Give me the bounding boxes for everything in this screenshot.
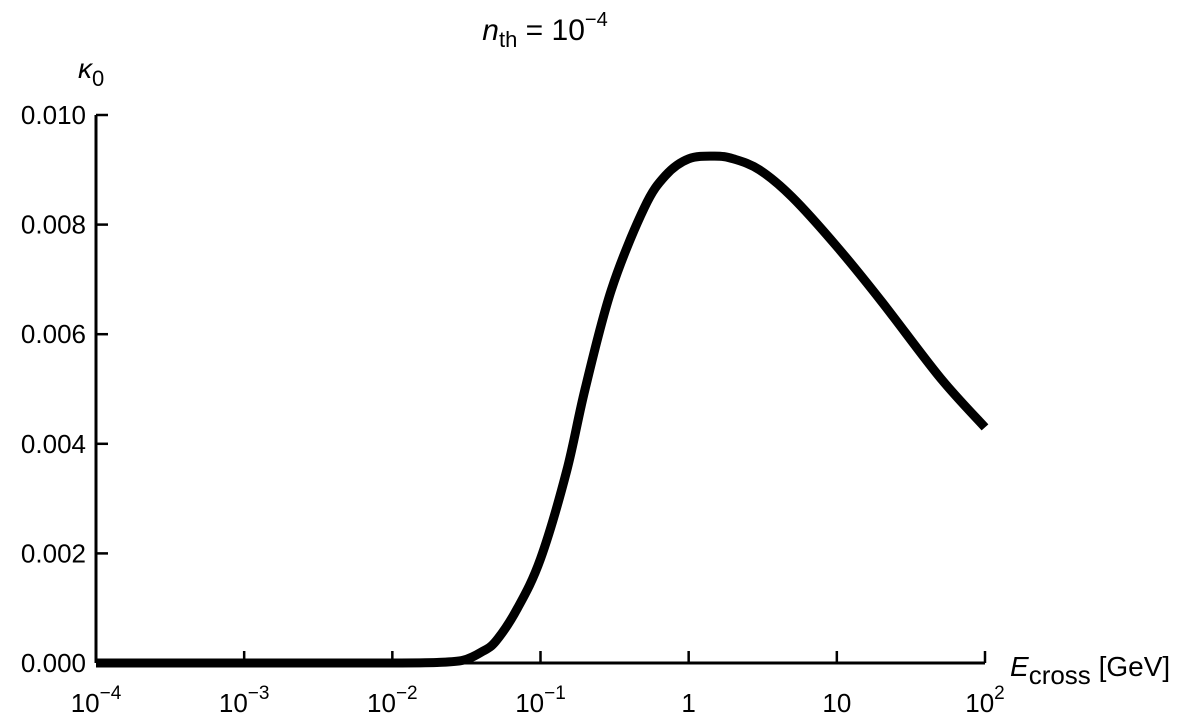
y-tick-label: 0.008 [21,210,86,240]
ylabel-sub: 0 [92,66,104,91]
x-tick-base: 10 [515,688,544,716]
x-tick-label: 10−3 [219,683,270,716]
x-tick-base: 10 [822,688,851,716]
xlabel-unit: [GeV] [1091,651,1170,682]
title-sub: th [499,27,517,52]
x-tick-base: 10 [219,688,248,716]
x-ticks: 10−4 10−3 10−2 10−1 1 10 102 [71,651,1005,716]
xlabel-sub: cross [1029,660,1091,690]
chart-title: nth = 10−4 [482,9,607,52]
x-tick-base: 10 [71,688,100,716]
y-tick-label: 0.006 [21,319,86,349]
title-mid: = 10 [517,14,585,47]
y-tick-label: 0.010 [21,100,86,130]
series-layer [96,151,989,668]
ylabel-var: κ [78,53,94,84]
x-tick-label: 10−4 [71,683,122,716]
x-tick-base: 10 [367,688,396,716]
x-tick-label: 1 [681,688,695,716]
y-tick-label: 0.004 [21,429,86,459]
x-tick-exponent: −1 [544,683,566,704]
y-axis-title: κ0 [78,53,104,91]
svg-text:nth = 10−4: nth = 10−4 [482,9,607,52]
x-tick-label: 10−2 [367,683,418,716]
title-sup: −4 [585,9,608,31]
x-tick-base: 10 [965,688,994,716]
x-axis-title: Ecross [GeV] [1010,651,1170,690]
title-var: n [482,14,499,47]
x-tick-label: 10−1 [515,683,566,716]
svg-text:Ecross [GeV]: Ecross [GeV] [1010,651,1170,690]
series-line [96,151,989,668]
svg-text:κ0: κ0 [78,53,104,91]
y-tick-label: 0.002 [21,538,86,568]
y-tick-label: 0.000 [21,648,86,678]
x-tick-label: 102 [965,683,1005,716]
x-tick-exponent: 2 [994,683,1005,704]
y-ticks: 0.000 0.002 0.004 0.006 0.008 0.010 [21,100,108,678]
x-tick-exponent: −4 [100,683,122,704]
x-tick-exponent: −2 [396,683,418,704]
xlabel-var: E [1010,651,1029,682]
x-tick-base: 1 [681,688,695,716]
x-tick-label: 10 [822,688,851,716]
x-tick-exponent: −3 [248,683,270,704]
